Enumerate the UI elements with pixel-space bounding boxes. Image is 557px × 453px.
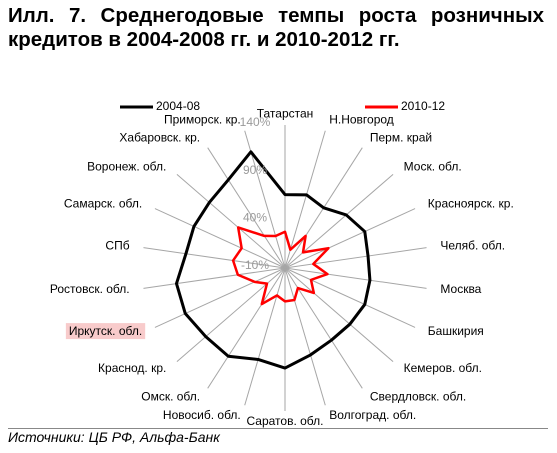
legend-label: 2004-08 xyxy=(156,99,200,113)
spoke xyxy=(284,267,394,363)
highlight-box xyxy=(65,323,146,340)
category-label: Татарстан xyxy=(257,106,314,120)
spoke xyxy=(176,173,286,269)
spoke xyxy=(284,173,394,269)
spoke xyxy=(284,130,326,269)
category-label: Перм. край xyxy=(370,131,432,145)
series-line xyxy=(174,150,372,370)
spoke xyxy=(154,267,286,328)
category-label: Н.Новгород xyxy=(329,113,394,127)
category-label: Новосиб. обл. xyxy=(163,408,241,422)
category-label: Моск. обл. xyxy=(404,159,462,173)
r-tick-label: -10% xyxy=(241,258,269,272)
spoke xyxy=(143,267,286,289)
r-tick-label: 140% xyxy=(240,115,271,129)
category-label: Воронеж. обл. xyxy=(87,159,166,173)
spoke xyxy=(176,267,286,363)
category-label: Красноярск. кр. xyxy=(428,196,514,210)
category-label: Самарск. обл. xyxy=(64,196,142,210)
spoke xyxy=(284,247,427,269)
category-label: СПб xyxy=(105,238,129,252)
category-label: Омск. обл. xyxy=(141,390,200,404)
category-label: Краснод. кр. xyxy=(98,361,166,375)
divider xyxy=(8,428,548,429)
spoke xyxy=(207,147,286,269)
category-label: Кемеров. обл. xyxy=(404,361,482,375)
spoke xyxy=(284,208,416,269)
spoke xyxy=(244,267,286,406)
series-line xyxy=(231,226,330,306)
category-label: Волгоград. обл. xyxy=(329,408,416,422)
spoke xyxy=(284,267,416,328)
source-note: Источники: ЦБ РФ, Альфа-Банк xyxy=(8,429,220,445)
spoke xyxy=(154,208,286,269)
legend-label: 2010-12 xyxy=(401,99,445,113)
category-label: Саратов. обл. xyxy=(247,414,324,428)
category-label: Хабаровск. кр. xyxy=(119,131,200,145)
category-label: Иркутск. обл. xyxy=(69,324,142,338)
category-label: Свердловск. обл. xyxy=(370,390,466,404)
category-label: Башкирия xyxy=(428,324,484,338)
spoke xyxy=(284,267,326,406)
r-tick-label: 90% xyxy=(243,163,267,177)
spoke xyxy=(284,267,427,289)
spoke xyxy=(207,267,286,389)
spoke xyxy=(143,247,286,269)
category-label: Приморск. кр. xyxy=(164,113,241,127)
chart-title: Илл. 7. Среднегодовые темпы роста рознич… xyxy=(8,4,544,51)
category-label: Москва xyxy=(440,282,481,296)
category-label: Ростовск. обл. xyxy=(50,282,130,296)
category-label: Челяб. обл. xyxy=(440,238,505,252)
r-tick-label: 40% xyxy=(243,211,267,225)
